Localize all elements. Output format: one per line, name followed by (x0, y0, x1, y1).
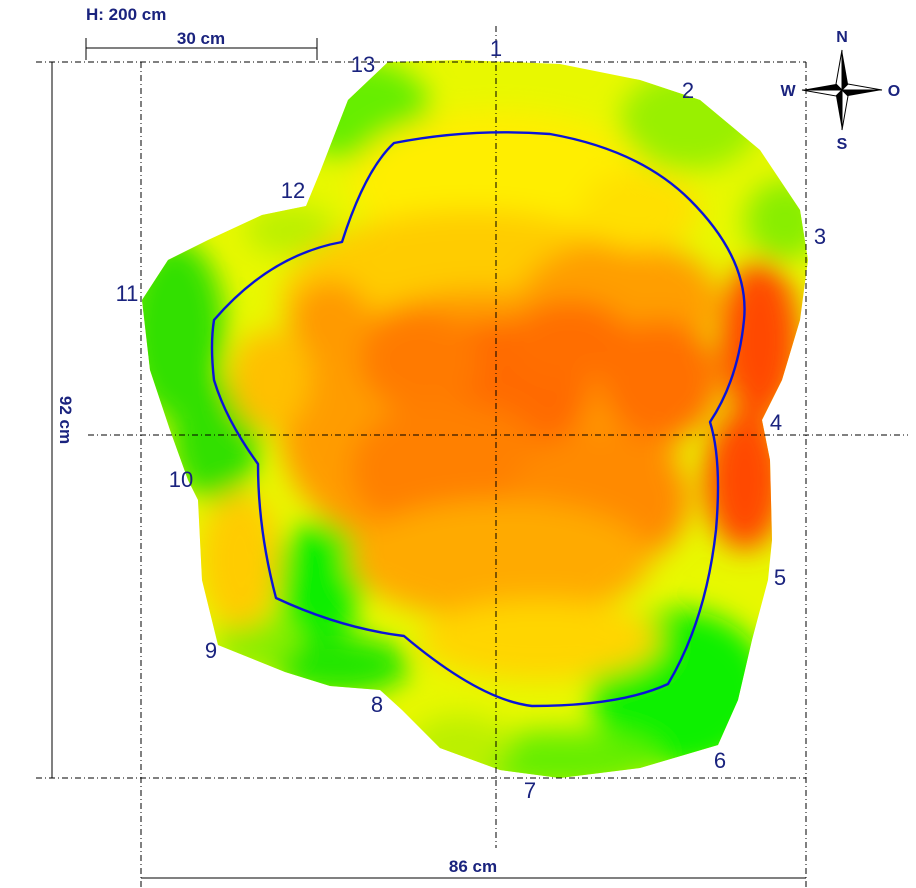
guide-lines (36, 26, 908, 888)
header-label: H: 200 cm (86, 5, 166, 24)
point-label-11: 11 (116, 281, 139, 306)
measurement-point-labels: 1 2 3 4 5 6 7 8 9 10 11 12 13 (116, 36, 827, 803)
compass-south-label: S (837, 136, 848, 153)
compass-east-label: O (888, 83, 900, 100)
point-label-3: 3 (814, 224, 826, 249)
compass-north-label: N (836, 29, 848, 46)
point-label-9: 9 (205, 638, 217, 663)
scale-bar-label: 30 cm (177, 29, 225, 48)
point-label-8: 8 (371, 692, 383, 717)
point-label-1: 1 (490, 36, 502, 61)
point-label-10: 10 (169, 467, 193, 492)
point-label-5: 5 (774, 565, 786, 590)
point-label-13: 13 (351, 52, 375, 77)
width-dimension-label: 86 cm (449, 857, 497, 876)
compass-west-label: W (780, 83, 796, 100)
point-label-2: 2 (682, 78, 694, 103)
point-label-12: 12 (281, 178, 305, 203)
point-label-6: 6 (714, 748, 726, 773)
compass-rose-icon (801, 49, 883, 131)
dimension-lines (51, 38, 806, 879)
height-dimension-label: 92 cm (56, 396, 75, 444)
point-label-4: 4 (770, 410, 782, 435)
point-label-7: 7 (524, 778, 536, 803)
stem-outline (210, 131, 746, 708)
